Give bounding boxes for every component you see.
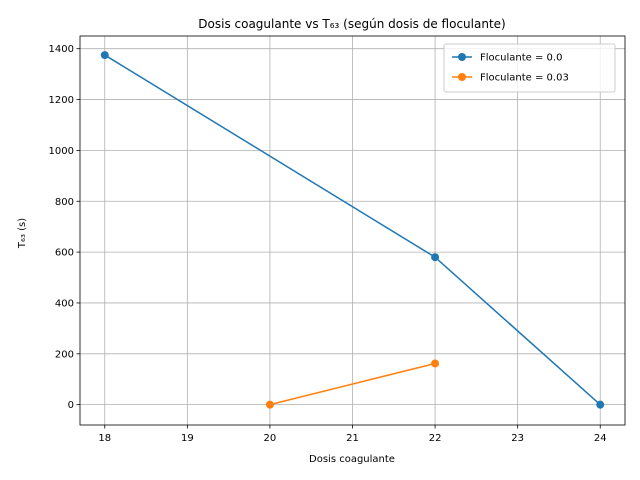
legend-marker: [458, 73, 466, 81]
y-tick-label: 400: [55, 298, 74, 309]
y-tick-label: 1000: [49, 146, 74, 157]
data-point: [431, 359, 440, 368]
x-axis-title: Dosis coagulante: [309, 454, 395, 465]
chart-title: Dosis coagulante vs T₆₃ (según dosis de …: [198, 17, 505, 31]
series-2: [265, 359, 440, 409]
y-axis: 0 200 400 600 800 1000 1200 1400: [49, 44, 80, 411]
y-tick-label: 1200: [49, 95, 74, 106]
legend-box: [443, 43, 616, 93]
y-tick-label: 0: [68, 400, 74, 411]
x-tick-label: 23: [511, 433, 524, 444]
x-tick-label: 20: [264, 433, 277, 444]
y-tick-label: 1400: [49, 44, 74, 55]
series-layer: [100, 51, 605, 409]
series-line: [269, 362, 436, 406]
data-point: [596, 400, 605, 409]
x-axis: 18 19 20 21 22 23 24: [98, 425, 607, 444]
y-tick-label: 200: [55, 349, 74, 360]
data-point: [265, 400, 274, 409]
x-tick-label: 18: [98, 433, 111, 444]
x-tick-label: 22: [429, 433, 442, 444]
data-point: [431, 253, 440, 262]
legend: Floculante = 0.0 Floculante = 0.03: [443, 43, 616, 93]
y-tick-label: 600: [55, 248, 74, 259]
y-axis-title: T₆₃ (s): [17, 218, 28, 249]
x-tick-label: 24: [594, 433, 607, 444]
y-tick-label: 800: [55, 197, 74, 208]
grid: [80, 36, 625, 425]
legend-marker: [458, 53, 466, 61]
legend-entry: Floculante = 0.0: [452, 53, 562, 64]
legend-entry: Floculante = 0.03: [452, 73, 569, 84]
legend-label: Floculante = 0.0: [480, 53, 562, 64]
series-1: [100, 51, 605, 409]
data-point: [100, 51, 109, 60]
x-tick-label: 21: [346, 433, 359, 444]
legend-label: Floculante = 0.03: [480, 73, 569, 84]
x-tick-label: 19: [181, 433, 194, 444]
